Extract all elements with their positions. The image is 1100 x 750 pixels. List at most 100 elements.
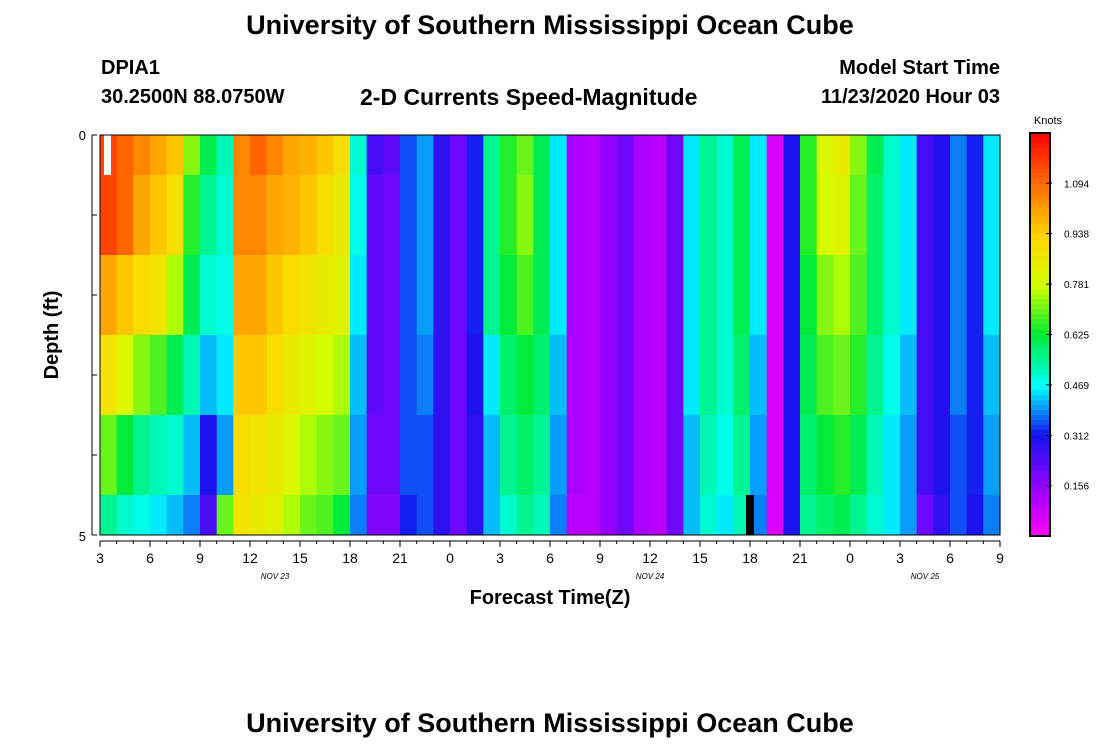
heatmap-cell — [716, 255, 734, 335]
colorbar-segment — [1030, 334, 1050, 341]
x-axis-label: Forecast Time(Z) — [470, 587, 631, 609]
heatmap-cell — [750, 415, 768, 495]
heatmap-cell — [866, 175, 884, 255]
heatmap-cell — [150, 335, 168, 415]
heatmap-cell — [116, 175, 134, 255]
heatmap-cell — [133, 415, 151, 495]
heatmap-cell — [500, 415, 518, 495]
colorbar-segment — [1030, 505, 1050, 512]
x-tick-label: 15 — [292, 550, 308, 566]
heatmap-cell — [650, 255, 668, 335]
heatmap-cell — [216, 135, 234, 175]
heatmap-cell — [550, 335, 568, 415]
x-tick-label: 0 — [446, 550, 454, 566]
colorbar-segment — [1030, 359, 1050, 366]
colorbar-segment — [1030, 410, 1050, 416]
heatmap-cell — [966, 135, 984, 175]
heatmap-cell — [950, 255, 968, 335]
heatmap-cell — [433, 255, 451, 335]
heatmap-cell — [566, 135, 584, 175]
heatmap-cell — [266, 175, 284, 255]
heatmap-cell — [350, 255, 368, 335]
heatmap-cell — [200, 135, 218, 175]
heatmap-cell — [450, 495, 468, 535]
heatmap-cell — [850, 415, 868, 495]
heatmap-cell — [350, 175, 368, 255]
heatmap-cell — [500, 175, 518, 255]
colorbar-segment — [1030, 389, 1050, 396]
heatmap-cell — [200, 255, 218, 335]
heatmap-cell — [633, 255, 651, 335]
heatmap-cell — [683, 255, 701, 335]
heatmap-cell — [616, 415, 634, 495]
colorbar-segment — [1030, 153, 1050, 159]
x-tick-label: 18 — [742, 550, 758, 566]
date-label: NOV 25 — [911, 572, 940, 581]
heatmap-cell — [133, 495, 151, 535]
heatmap-cell — [683, 175, 701, 255]
colorbar-segment — [1030, 430, 1050, 436]
heatmap-cell — [833, 175, 851, 255]
colorbar-tick-label: 0.625 — [1064, 331, 1089, 342]
colorbar-segment — [1030, 208, 1050, 215]
y-tick-label: 5 — [79, 529, 86, 544]
x-tick-label: 9 — [996, 550, 1004, 566]
heatmap-cell — [883, 415, 901, 495]
heatmap-cell — [333, 135, 351, 175]
heatmap-cell — [850, 135, 868, 175]
colorbar-segment — [1030, 319, 1050, 326]
heatmap-cell — [916, 135, 934, 175]
heatmap-cell — [816, 175, 834, 255]
heatmap-cell — [450, 415, 468, 495]
heatmap-cell — [566, 255, 584, 335]
heatmap-cell — [850, 255, 868, 335]
colorbar-segment — [1030, 188, 1050, 195]
colorbar-segment — [1030, 445, 1050, 451]
colorbar-segment — [1030, 394, 1050, 401]
heatmap-cell — [816, 135, 834, 175]
heatmap-cell — [433, 335, 451, 415]
heatmap-cell — [900, 135, 918, 175]
colorbar-segment — [1030, 309, 1050, 315]
heatmap-cell — [983, 175, 1001, 255]
heatmap-cell — [266, 415, 284, 495]
heatmap-cell — [416, 335, 434, 415]
heatmap-cell — [316, 335, 334, 415]
heatmap-cell — [766, 175, 784, 255]
heatmap-cell — [416, 175, 434, 255]
heatmap-cell — [183, 255, 201, 335]
heatmap-cell — [450, 335, 468, 415]
heatmap-cell — [500, 255, 518, 335]
heatmap-cell — [166, 175, 184, 255]
heatmap-cell — [533, 415, 551, 495]
heatmap-cell — [833, 255, 851, 335]
heatmap-cell — [483, 255, 501, 335]
heatmap-cell — [633, 335, 651, 415]
heatmap-cell — [566, 175, 584, 255]
heatmap-cell — [383, 175, 401, 255]
heatmap-cell — [283, 135, 301, 175]
heatmap-cell — [916, 495, 934, 535]
heatmap-cell — [900, 415, 918, 495]
heatmap-cell — [616, 495, 634, 535]
heatmap-cell — [233, 175, 251, 255]
colorbar-segment — [1030, 364, 1050, 371]
colorbar-segment — [1030, 228, 1050, 235]
heatmap-cell — [750, 135, 768, 175]
heatmap-cell — [633, 495, 651, 535]
colorbar-segment — [1030, 183, 1050, 190]
heatmap-cell — [450, 175, 468, 255]
colorbar-segment — [1030, 425, 1050, 431]
heatmap-cell — [366, 175, 384, 255]
heatmap-cell — [283, 335, 301, 415]
heatmap-cell — [600, 175, 618, 255]
heatmap-cell — [216, 175, 234, 255]
colorbar-segment — [1030, 203, 1050, 210]
heatmap-cell — [150, 495, 168, 535]
heatmap-cell — [900, 335, 918, 415]
heatmap-cell — [866, 135, 884, 175]
colorbar-segment — [1030, 399, 1050, 406]
heatmap-cell — [516, 415, 534, 495]
heatmap-cell — [933, 495, 951, 535]
heatmap-cell — [716, 495, 734, 535]
